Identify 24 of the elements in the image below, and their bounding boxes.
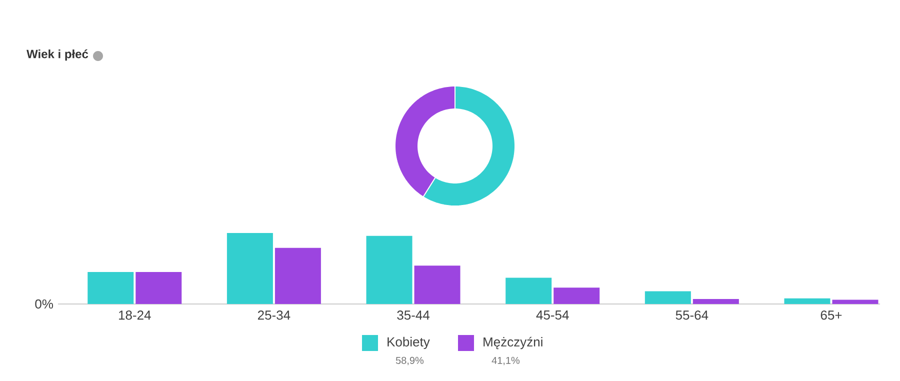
x-tick-label: 65+ xyxy=(820,310,842,320)
bar xyxy=(226,233,273,304)
bar xyxy=(274,248,321,304)
bar xyxy=(832,300,878,304)
data-label: 41,1% xyxy=(492,356,520,366)
bar xyxy=(506,278,552,304)
bar xyxy=(88,272,134,304)
data-label: 58,9% xyxy=(396,356,424,366)
bar xyxy=(554,288,600,304)
text: 0% xyxy=(35,299,54,309)
x-tick-label: 25-34 xyxy=(258,310,290,320)
x-tick-label: 18-24 xyxy=(118,310,151,320)
x-tick-label: 45-54 xyxy=(536,310,569,320)
legend-label: Kobiety xyxy=(388,336,430,350)
x-tick-label: 35-44 xyxy=(397,310,430,320)
bar xyxy=(784,298,830,304)
bar xyxy=(414,266,460,304)
bar xyxy=(136,272,182,304)
chart-title: Wiek i płeć xyxy=(26,49,88,61)
bar xyxy=(366,236,412,304)
bar xyxy=(644,291,691,304)
legend-label: Mężczyźni xyxy=(484,336,542,350)
bar xyxy=(692,299,739,304)
x-tick-label: 55-64 xyxy=(676,310,708,320)
